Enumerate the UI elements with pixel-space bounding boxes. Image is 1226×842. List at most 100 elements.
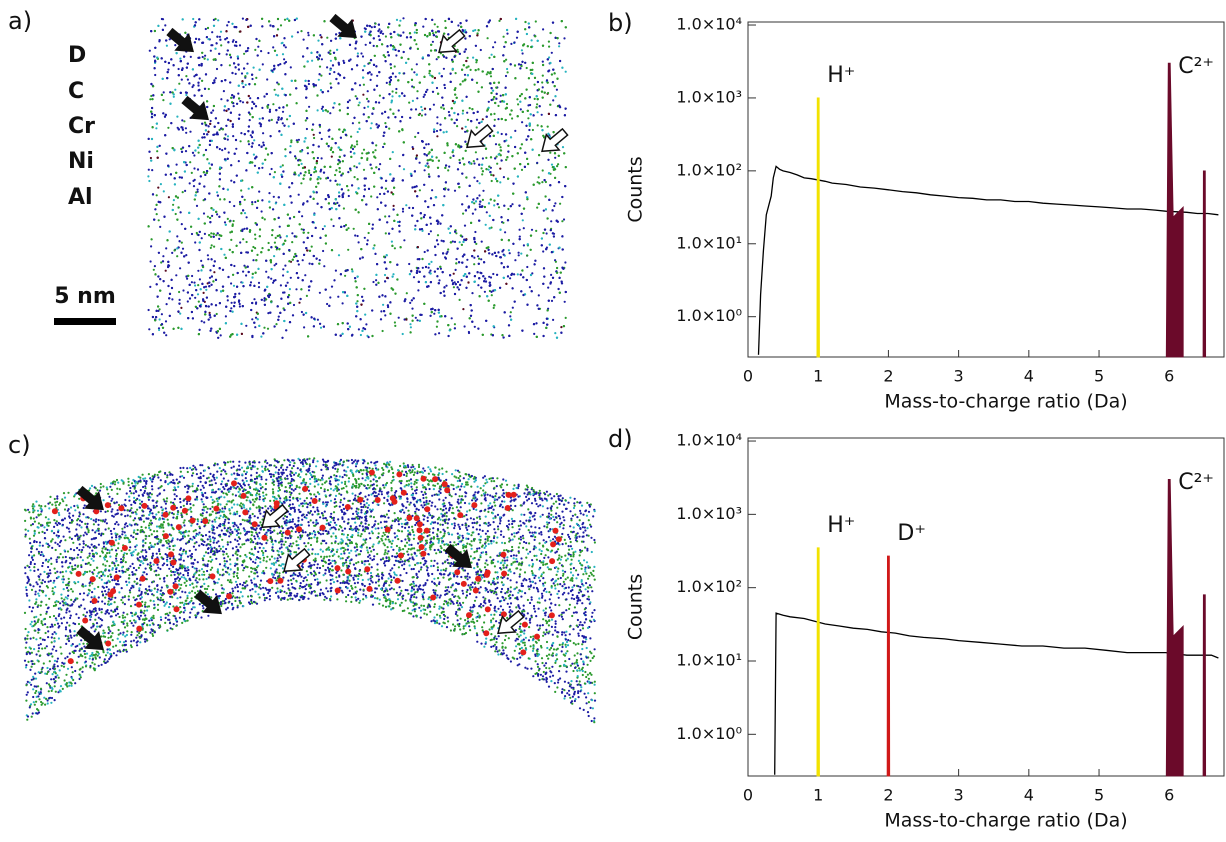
atom: [166, 303, 168, 305]
atom: [455, 262, 457, 264]
atom: [286, 235, 288, 237]
atom: [268, 249, 270, 251]
atom: [464, 141, 466, 143]
atom: [343, 225, 345, 227]
atom: [475, 61, 477, 63]
atom: [475, 243, 477, 245]
atom: [489, 227, 491, 229]
atom: [182, 129, 184, 131]
atom: [415, 43, 417, 45]
element-label: Al: [68, 185, 93, 210]
atom: [479, 182, 481, 184]
atom: [452, 155, 454, 157]
atom: [546, 79, 548, 81]
atom: [536, 103, 538, 105]
atom: [323, 172, 325, 174]
atom: [292, 259, 294, 261]
atom: [506, 156, 508, 158]
atom: [494, 157, 496, 159]
atom: [559, 203, 561, 205]
atom: [279, 63, 281, 65]
atom: [165, 174, 167, 176]
atom: [364, 314, 366, 316]
atom: [252, 259, 254, 261]
atom: [532, 149, 534, 151]
atom: [301, 311, 303, 313]
atom: [247, 26, 249, 28]
atom: [210, 120, 212, 122]
atom: [465, 48, 467, 50]
atom: [374, 253, 376, 255]
atom: [525, 191, 527, 193]
atom: [203, 321, 205, 323]
atom: [528, 22, 530, 24]
atom: [232, 311, 234, 313]
atom: [509, 252, 511, 254]
atom: [320, 89, 322, 91]
atom: [251, 78, 253, 80]
atom: [203, 292, 205, 294]
atom: [227, 218, 229, 220]
atom: [271, 234, 273, 236]
atom: [422, 267, 424, 269]
atom: [473, 162, 475, 164]
atom: [357, 178, 359, 180]
atom: [191, 275, 193, 277]
atom: [416, 195, 418, 197]
atom: [565, 166, 567, 168]
atom: [458, 159, 460, 161]
atom: [433, 104, 435, 106]
atom: [431, 19, 433, 21]
atom: [519, 229, 521, 231]
atom: [369, 42, 371, 44]
atom: [156, 204, 158, 206]
atom: [197, 270, 199, 272]
atom: [294, 155, 296, 157]
atom: [367, 90, 369, 92]
atom: [162, 29, 164, 31]
atom: [185, 94, 187, 96]
atom: [480, 272, 482, 274]
atom: [370, 127, 372, 129]
atom: [461, 203, 463, 205]
atom: [204, 136, 206, 138]
atom: [462, 112, 464, 114]
atom: [342, 160, 344, 162]
atom: [461, 100, 463, 102]
atom: [198, 301, 200, 303]
atom: [256, 207, 258, 209]
atom: [173, 96, 175, 98]
atom: [255, 301, 257, 303]
atom: [366, 159, 368, 161]
atom: [297, 159, 299, 161]
atom: [358, 122, 360, 124]
atom: [213, 246, 215, 248]
atom: [445, 285, 447, 287]
atom: [360, 334, 362, 336]
atom: [395, 76, 397, 78]
atom: [217, 122, 219, 124]
atom: [416, 90, 418, 92]
atom: [380, 318, 382, 320]
atom: [338, 63, 340, 65]
atom: [270, 278, 272, 280]
element-label: Cr: [68, 114, 95, 139]
atom: [407, 58, 409, 60]
atom: [534, 260, 536, 262]
atom: [448, 335, 450, 337]
atom: [208, 162, 210, 164]
atom: [543, 276, 545, 278]
atom: [254, 83, 256, 85]
atom: [476, 119, 478, 121]
atom: [414, 225, 416, 227]
atom: [338, 217, 340, 219]
atom: [389, 83, 391, 85]
atom: [416, 29, 418, 31]
atom: [547, 126, 549, 128]
atom: [183, 56, 185, 58]
atom: [191, 172, 193, 174]
atom: [227, 299, 229, 301]
atom: [308, 83, 310, 85]
atom: [409, 302, 411, 304]
atom: [414, 136, 416, 138]
